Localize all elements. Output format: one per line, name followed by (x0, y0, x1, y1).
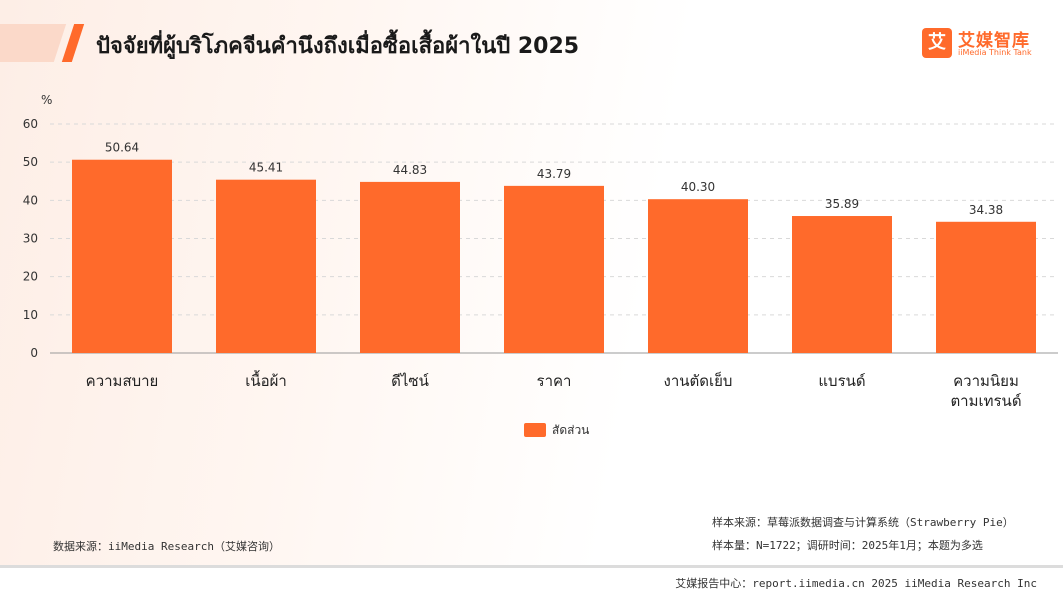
y-tick-label: 20 (23, 270, 38, 284)
data-source-note: 数据来源：iiMedia Research（艾媒咨询） (53, 540, 280, 553)
logo-name: 艾媒智库 (958, 31, 1030, 51)
legend-label: สัดส่วน (552, 423, 589, 437)
sample-size-note: 样本量：N=1722；调研时间：2025年1月；本题为多选 (712, 539, 983, 552)
y-tick-label: 10 (23, 308, 38, 322)
x-tick-label: แบรนด์ (818, 372, 865, 390)
bar-value-label: 45.41 (249, 161, 283, 175)
bar (792, 216, 892, 353)
x-tick-label: ดีไซน์ (391, 372, 429, 390)
y-tick-label: 60 (23, 117, 38, 131)
bar (360, 181, 460, 353)
x-tick-label: ราคา (537, 372, 572, 390)
y-tick-label: 0 (30, 346, 38, 360)
y-axis-unit: % (41, 93, 52, 107)
x-tick-label: ความสบาย (86, 372, 159, 390)
bar-value-label: 40.30 (681, 180, 715, 194)
logo-badge-icon: 艾 (922, 28, 952, 58)
sample-source-note: 样本来源：草莓派数据调查与计算系统（Strawberry Pie） (712, 516, 1014, 529)
y-tick-label: 50 (23, 155, 38, 169)
bar-chart: % 0 10 20 30 40 50 60 50.64 ความสบาย 45.41 เนื้อผ้า… (23, 93, 1058, 437)
footer-bar (0, 565, 1063, 602)
y-tick-label: 30 (23, 232, 38, 246)
bar (936, 221, 1036, 353)
x-tick-label: เนื้อผ้า (245, 370, 287, 390)
x-tick-label: ความนิยม (953, 372, 1019, 390)
bar (648, 199, 748, 353)
bar-value-label: 35.89 (825, 197, 859, 211)
bar (504, 185, 604, 353)
bar-value-label: 44.83 (393, 163, 427, 177)
bar-value-label: 43.79 (537, 167, 571, 181)
logo-subtitle: iiMedia Think Tank (958, 48, 1032, 57)
bar-value-label: 34.38 (969, 203, 1003, 217)
x-tick-label: งานตัดเย็บ (664, 371, 733, 390)
bar (72, 159, 172, 353)
legend-swatch (524, 423, 546, 437)
footer-text: 艾媒报告中心：report.iimedia.cn 2025 iiMedia Re… (675, 577, 1037, 590)
y-tick-label: 40 (23, 193, 38, 207)
iimedia-logo: 艾 艾媒智库 iiMedia Think Tank (922, 26, 1042, 62)
x-tick-label: ตามเทรนด์ (950, 392, 1021, 410)
page-title: ปัจจัยที่ผู้บริโภคจีนคำนึงถึงเมื่อซื้อเส… (96, 34, 580, 59)
bar-value-label: 50.64 (105, 141, 139, 155)
bar (216, 179, 316, 353)
